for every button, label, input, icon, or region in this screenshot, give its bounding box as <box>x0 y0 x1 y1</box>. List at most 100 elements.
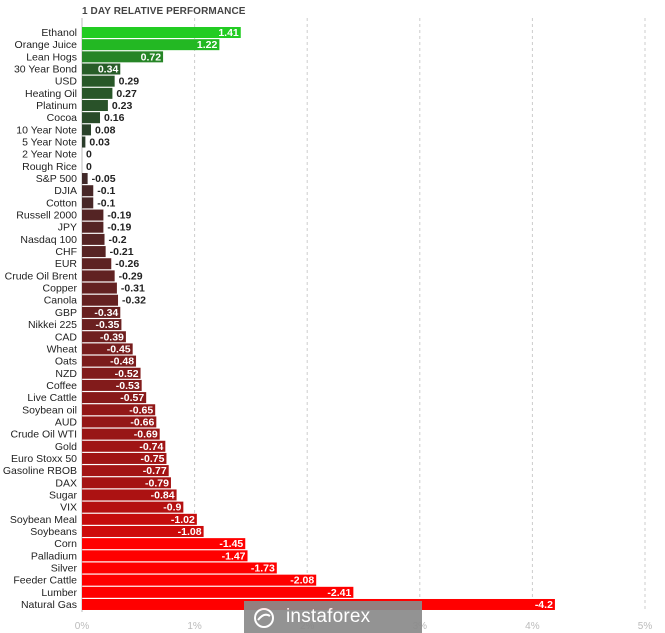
bar <box>82 112 101 124</box>
value-label: -0.39 <box>100 331 124 343</box>
category-label: Sugar <box>49 489 78 501</box>
category-label: Nikkei 225 <box>28 319 77 331</box>
bar <box>82 379 142 391</box>
category-label: 5 Year Note <box>22 137 77 149</box>
category-labels: Ethanol 1.41 Orange Juice 1.22 Lean Hogs 0.72… <box>3 27 553 611</box>
value-label: -0.31 <box>121 283 145 295</box>
bars-group <box>82 27 555 610</box>
bar <box>82 270 115 282</box>
value-label: 0.34 <box>98 64 119 76</box>
bar <box>82 100 108 112</box>
value-label: -0.53 <box>116 380 140 392</box>
value-label: -1.45 <box>219 538 243 550</box>
bar <box>82 489 177 501</box>
category-label: Gold <box>55 441 77 453</box>
value-label: -0.05 <box>92 173 116 185</box>
category-label: Euro Stoxx 50 <box>11 453 77 465</box>
value-label: -1.47 <box>222 550 246 562</box>
category-label: Rough Rice <box>22 161 77 173</box>
value-label: -0.48 <box>110 356 134 368</box>
category-label: Orange Juice <box>15 39 78 51</box>
value-label: -2.41 <box>327 587 351 599</box>
bar <box>82 586 354 598</box>
value-label: -0.74 <box>139 441 163 453</box>
value-label: -0.66 <box>130 416 154 428</box>
bar <box>82 416 157 428</box>
category-label: Gasoline RBOB <box>3 465 77 477</box>
value-label: -4.2 <box>535 599 553 611</box>
category-label: AUD <box>55 416 78 428</box>
bar <box>82 197 94 209</box>
value-label: -0.2 <box>109 234 127 246</box>
instaforex-logo-icon <box>254 608 274 628</box>
category-label: Palladium <box>31 550 77 562</box>
category-label: VIX <box>60 502 77 514</box>
value-label: -0.19 <box>107 222 131 234</box>
category-label: Crude Oil WTI <box>10 429 77 441</box>
bar <box>82 440 166 452</box>
value-label: -0.35 <box>95 319 119 331</box>
category-label: Platinum <box>36 100 77 112</box>
grid-lines <box>81 18 646 612</box>
category-label: Russell 2000 <box>16 210 77 222</box>
category-label: CHF <box>55 246 77 258</box>
bar <box>82 428 160 440</box>
value-label: -0.69 <box>134 429 158 441</box>
bar <box>82 404 156 416</box>
x-tick-label: 0% <box>75 621 90 632</box>
category-label: Lean Hogs <box>26 51 77 63</box>
bar <box>82 306 121 318</box>
value-label: 0.16 <box>104 112 125 124</box>
category-label: Crude Oil Brent <box>5 270 77 282</box>
bar <box>82 392 147 404</box>
category-label: Ethanol <box>41 27 77 39</box>
bar <box>82 185 94 197</box>
bar <box>82 124 92 136</box>
value-label: -0.84 <box>151 489 175 501</box>
bar <box>82 294 119 306</box>
category-label: Soybeans <box>30 526 77 538</box>
category-label: Nasdaq 100 <box>20 234 77 246</box>
bar <box>82 39 220 51</box>
category-label: NZD <box>55 368 77 380</box>
category-label: Live Cattle <box>27 392 77 404</box>
value-label: -0.32 <box>122 295 146 307</box>
bar <box>82 538 246 550</box>
bar <box>82 550 248 562</box>
category-label: Canola <box>44 295 77 307</box>
category-label: Cotton <box>46 197 77 209</box>
category-label: 2 Year Note <box>22 149 77 161</box>
value-label: -2.08 <box>290 575 314 587</box>
bar <box>82 258 112 270</box>
bar <box>82 355 137 367</box>
value-label: -0.45 <box>107 343 131 355</box>
bar <box>82 465 169 477</box>
value-label: -0.34 <box>94 307 118 319</box>
value-label: -0.1 <box>97 197 115 209</box>
value-label: 0.29 <box>119 76 140 88</box>
category-label: 10 Year Note <box>16 124 77 136</box>
category-label: Oats <box>55 356 77 368</box>
bar <box>82 27 241 38</box>
bar <box>82 51 164 63</box>
bar <box>82 173 88 185</box>
bar <box>82 319 122 331</box>
bar <box>82 343 133 355</box>
value-label: 1.41 <box>218 27 239 39</box>
bar <box>82 477 171 489</box>
category-label: S&P 500 <box>36 173 77 185</box>
category-label: Natural Gas <box>21 599 77 611</box>
bar <box>82 282 117 294</box>
value-label: 0.08 <box>95 124 116 136</box>
x-tick-label: 5% <box>638 621 653 632</box>
category-label: Soybean oil <box>22 404 77 416</box>
bar <box>82 367 141 379</box>
value-label: 0.72 <box>141 51 162 63</box>
value-label: 0 <box>86 149 92 161</box>
value-label: -0.19 <box>107 210 131 222</box>
bar <box>82 331 126 343</box>
value-label: -0.1 <box>97 185 115 197</box>
category-label: Cocoa <box>47 112 78 124</box>
category-label: USD <box>55 76 78 88</box>
category-label: JPY <box>58 222 77 234</box>
